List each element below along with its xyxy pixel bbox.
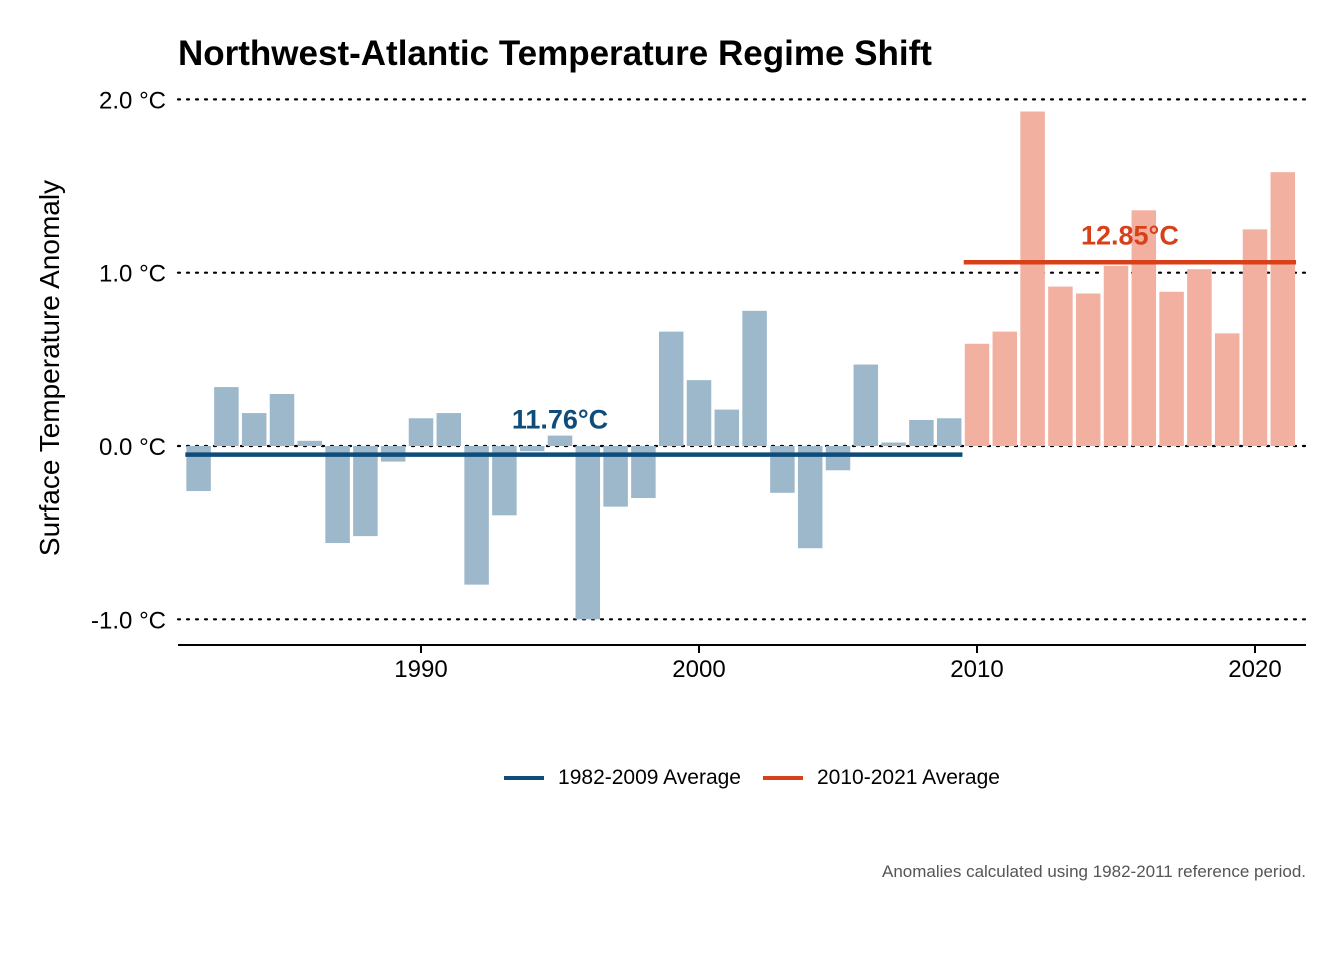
bar: [297, 440, 323, 446]
bar: [797, 446, 823, 549]
bar: [436, 413, 462, 446]
legend-key-recent: [763, 776, 803, 780]
bar: [1214, 333, 1240, 446]
average-label: 11.76°C: [512, 404, 608, 434]
bar: [992, 331, 1018, 446]
bar: [325, 446, 350, 544]
bar: [1020, 111, 1045, 446]
x-tick-label: 2000: [672, 656, 725, 683]
bar: [1270, 172, 1296, 446]
bar: [742, 310, 767, 446]
bar: [1048, 286, 1073, 446]
bar: [1187, 269, 1212, 446]
bar: [408, 418, 434, 446]
bar: [519, 446, 545, 452]
y-tick-label: 2.0 °C: [99, 87, 166, 114]
bar: [714, 409, 740, 446]
bar: [1159, 291, 1184, 446]
bar: [241, 413, 267, 446]
legend-key-early: [504, 776, 545, 780]
x-tick-label: 2010: [950, 656, 1003, 683]
bar: [936, 418, 962, 446]
legend: 1982-2009 Average 2010-2021 Average: [80, 766, 1344, 790]
bar: [464, 446, 489, 585]
bar: [575, 446, 601, 620]
legend-item-early: 1982-2009 Average: [504, 766, 741, 790]
bar: [353, 446, 378, 537]
bar: [547, 435, 573, 446]
bar: [964, 343, 990, 446]
bar: [686, 380, 712, 446]
legend-label-early: 1982-2009 Average: [558, 766, 741, 789]
legend-item-recent: 2010-2021 Average: [763, 766, 1000, 790]
bar: [909, 420, 934, 446]
chart-title: Northwest-Atlantic Temperature Regime Sh…: [178, 34, 932, 73]
average-label: 12.85°C: [1081, 221, 1179, 251]
bar: [214, 387, 239, 446]
x-tick-label: 2020: [1228, 656, 1281, 683]
bar: [881, 442, 906, 446]
bar: [1075, 293, 1101, 446]
bar: [658, 331, 684, 446]
chart-caption: Anomalies calculated using 1982-2011 ref…: [881, 862, 1306, 881]
x-tick-label: 1990: [394, 656, 447, 683]
bar: [825, 446, 851, 471]
y-tick-label: 1.0 °C: [99, 261, 166, 288]
legend-label-recent: 2010-2021 Average: [817, 766, 1000, 789]
bar: [1103, 265, 1129, 446]
bar: [1131, 210, 1157, 446]
bar: [269, 394, 295, 446]
y-tick-label: 0.0 °C: [99, 434, 166, 461]
y-tick-label: -1.0 °C: [91, 607, 166, 634]
bar: [853, 364, 879, 446]
bar: [1242, 229, 1268, 446]
bar: [492, 446, 517, 516]
